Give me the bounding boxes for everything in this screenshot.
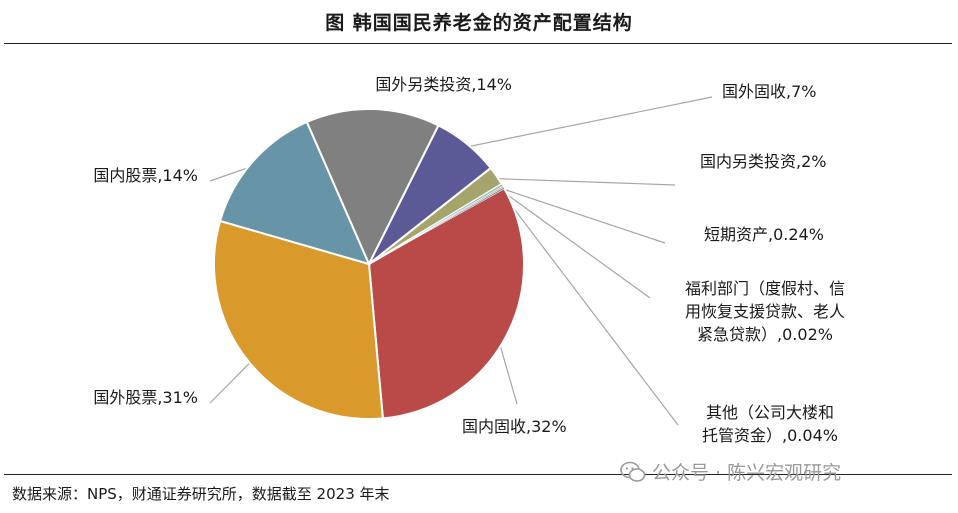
pie-slice-3 <box>218 120 371 266</box>
pie-slice-4 <box>305 108 440 267</box>
slice-label-5: 国外固收,7% <box>722 82 816 101</box>
slice-label-8: 福利部门（度假村、信用恢复支援贷款、老人紧急贷款）,0.02% <box>685 279 845 344</box>
pie-slice-1 <box>367 185 525 420</box>
slice-label-3: 国内股票,14% <box>93 166 198 185</box>
slice-label-6: 国内另类投资,2% <box>700 152 826 171</box>
watermark-text: 公众号 · 陈兴宏观研究 <box>652 462 842 484</box>
slice-label-4: 国外另类投资,14% <box>375 75 512 94</box>
footer-rule <box>4 474 952 476</box>
leader-line-8 <box>498 188 651 299</box>
slice-label-9: 其他（公司大楼和托管资金）,0.04% <box>702 403 838 445</box>
wechat-icon <box>620 461 646 482</box>
leader-line-9 <box>499 190 679 426</box>
pie-chart: 国内固收,32% 国外股票,31% 国内股票,14% 国外另类投资,14% 国外固收,7… <box>93 75 845 445</box>
watermark: 公众号 · 陈兴宏观研究 <box>620 458 841 485</box>
data-source-note: 数据来源：NPS，财通证券研究所，数据截至 2023 年末 <box>12 485 390 503</box>
leader-line-2 <box>209 359 254 404</box>
leader-line-7 <box>498 186 666 244</box>
chart-title: 图 韩国国民养老金的资产配置结构 <box>325 12 633 34</box>
title-rule <box>4 43 952 45</box>
leader-line-5 <box>463 96 713 149</box>
pie-slice-9 <box>368 186 505 265</box>
slice-label-2: 国外股票,31% <box>93 388 198 407</box>
leader-line-6 <box>492 177 676 186</box>
slice-label-1: 国内固收,32% <box>462 417 567 436</box>
slice-label-7: 短期资产,0.24% <box>704 225 824 244</box>
pie-slice-2 <box>213 219 384 420</box>
